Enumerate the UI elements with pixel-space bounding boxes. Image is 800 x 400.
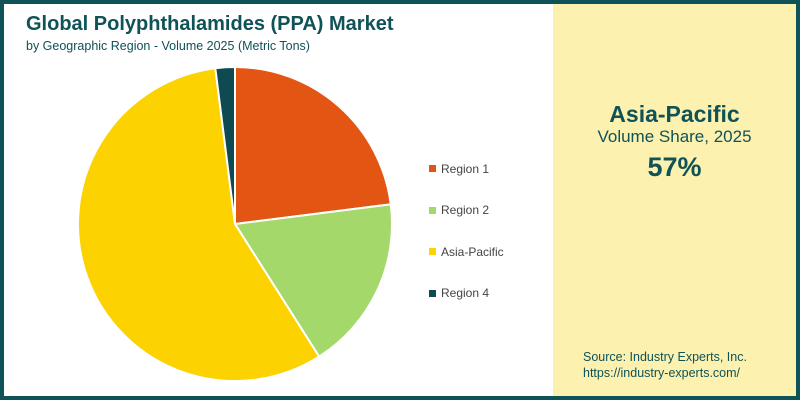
chart-title: Global Polyphthalamides (PPA) Market	[26, 13, 394, 35]
chart-area: Global Polyphthalamides (PPA) Market by …	[4, 4, 553, 396]
highlight-panel: Asia-Pacific Volume Share, 2025 57% Sour…	[553, 4, 796, 396]
pie-slice-region-4	[214, 65, 236, 225]
pie-chart	[77, 65, 393, 382]
legend-swatch-icon	[429, 165, 436, 173]
legend-label: Region 4	[441, 286, 490, 301]
legend-item: Region 1	[429, 148, 504, 190]
highlight-label: Volume Share, 2025	[597, 127, 752, 146]
pie-slice-region-2	[233, 203, 393, 358]
source-text: Source: Industry Experts, Inc.	[583, 350, 747, 364]
legend-swatch-icon	[429, 206, 436, 214]
legend-label: Region 1	[441, 161, 490, 176]
pie-slice-asia-pacific	[77, 67, 321, 382]
chart-subtitle: by Geographic Region - Volume 2025 (Metr…	[26, 39, 310, 53]
source-note: Source: Industry Experts, Inc. https://i…	[583, 349, 747, 381]
legend-item: Asia-Pacific	[429, 231, 504, 273]
highlight-value: 57%	[647, 152, 702, 182]
highlight-region: Asia-Pacific	[609, 101, 740, 127]
chart-legend: Region 1 Region 2 Asia-Pacific Region 4	[429, 148, 504, 314]
legend-swatch-icon	[429, 248, 436, 256]
legend-item: Region 4	[429, 273, 504, 315]
source-url[interactable]: https://industry-experts.com/	[583, 366, 741, 380]
legend-swatch-icon	[429, 289, 436, 297]
legend-label: Asia-Pacific	[441, 244, 504, 259]
legend-item: Region 2	[429, 190, 504, 232]
pie-slice-region-1	[234, 65, 392, 226]
legend-label: Region 2	[441, 203, 490, 218]
